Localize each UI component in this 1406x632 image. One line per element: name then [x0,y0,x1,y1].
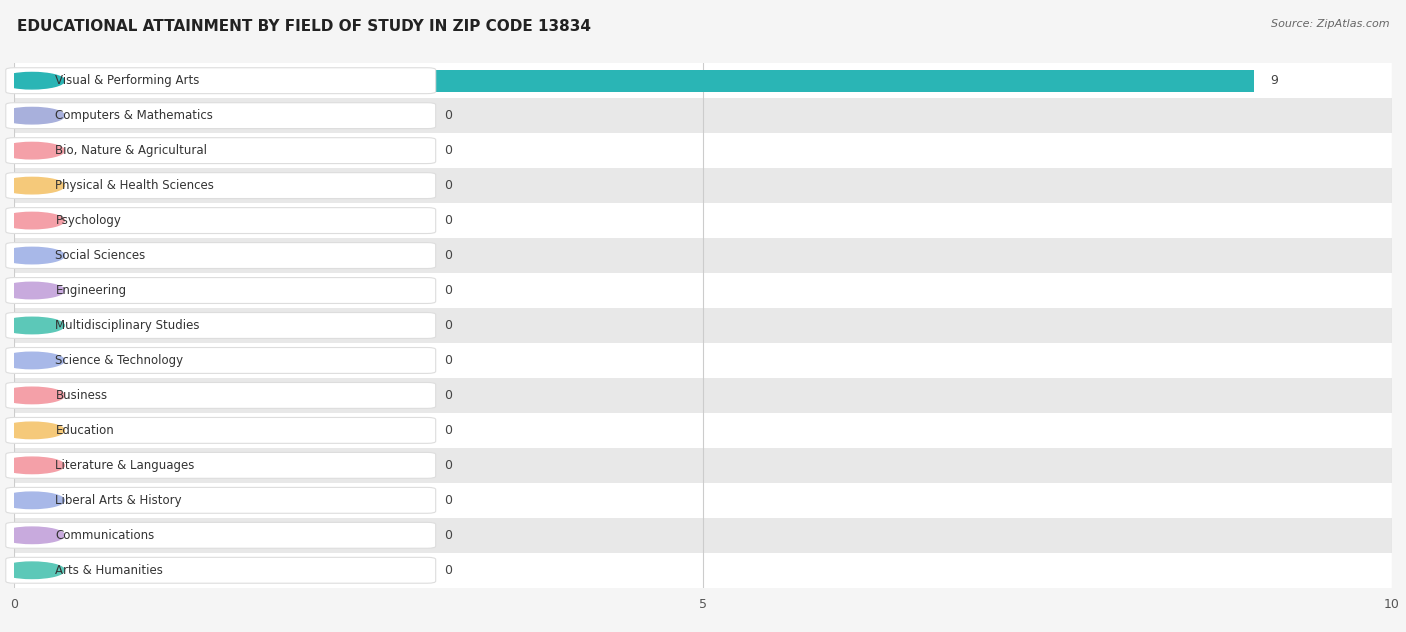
Bar [352,210,427,231]
FancyBboxPatch shape [6,313,436,338]
Circle shape [0,562,65,578]
Bar [352,175,427,197]
Bar [14,63,1392,98]
Text: 0: 0 [444,459,451,472]
Text: 0: 0 [444,249,451,262]
Text: 0: 0 [444,494,451,507]
FancyBboxPatch shape [6,103,436,128]
Bar [352,454,427,476]
Circle shape [0,317,65,334]
Text: Visual & Performing Arts: Visual & Performing Arts [55,74,200,87]
Bar [14,98,1392,133]
Circle shape [0,283,65,299]
Text: 0: 0 [444,529,451,542]
Text: EDUCATIONAL ATTAINMENT BY FIELD OF STUDY IN ZIP CODE 13834: EDUCATIONAL ATTAINMENT BY FIELD OF STUDY… [17,19,591,34]
FancyBboxPatch shape [6,523,436,548]
Bar [14,518,1392,553]
Text: 0: 0 [444,284,451,297]
Bar [352,245,427,266]
FancyBboxPatch shape [6,453,436,478]
Text: 9: 9 [1271,74,1278,87]
Bar [14,448,1392,483]
Circle shape [0,178,65,194]
Text: Science & Technology: Science & Technology [55,354,184,367]
Text: Engineering: Engineering [55,284,127,297]
FancyBboxPatch shape [6,487,436,513]
Text: 0: 0 [444,424,451,437]
Bar [352,140,427,161]
FancyBboxPatch shape [6,557,436,583]
Text: Liberal Arts & History: Liberal Arts & History [55,494,181,507]
Text: Physical & Health Sciences: Physical & Health Sciences [55,179,214,192]
Bar [352,420,427,441]
Text: Literature & Languages: Literature & Languages [55,459,195,472]
Bar [14,203,1392,238]
Text: Arts & Humanities: Arts & Humanities [55,564,163,577]
Bar [352,525,427,546]
Bar [14,343,1392,378]
Bar [14,308,1392,343]
Bar [14,273,1392,308]
Text: Communications: Communications [55,529,155,542]
Text: 0: 0 [444,564,451,577]
FancyBboxPatch shape [6,138,436,164]
Bar [352,280,427,301]
Text: 0: 0 [444,109,451,122]
Text: Source: ZipAtlas.com: Source: ZipAtlas.com [1271,19,1389,29]
Bar [14,238,1392,273]
FancyBboxPatch shape [6,243,436,269]
Text: 0: 0 [444,319,451,332]
Bar [14,70,1254,92]
Bar [352,105,427,126]
Text: 0: 0 [444,389,451,402]
Bar [14,483,1392,518]
Circle shape [0,457,65,473]
FancyBboxPatch shape [6,348,436,374]
Circle shape [0,387,65,404]
FancyBboxPatch shape [6,68,436,94]
Text: 0: 0 [444,144,451,157]
Text: 0: 0 [444,354,451,367]
Text: 0: 0 [444,214,451,227]
FancyBboxPatch shape [6,382,436,408]
FancyBboxPatch shape [6,208,436,233]
Text: Computers & Mathematics: Computers & Mathematics [55,109,214,122]
Text: Social Sciences: Social Sciences [55,249,146,262]
Circle shape [0,107,65,124]
Text: Bio, Nature & Agricultural: Bio, Nature & Agricultural [55,144,208,157]
Bar [352,490,427,511]
Circle shape [0,212,65,229]
Text: Business: Business [55,389,107,402]
Circle shape [0,247,65,264]
Text: Psychology: Psychology [55,214,121,227]
Circle shape [0,352,65,368]
Bar [14,553,1392,588]
Bar [352,349,427,371]
Circle shape [0,492,65,509]
FancyBboxPatch shape [6,173,436,198]
FancyBboxPatch shape [6,418,436,443]
Bar [14,378,1392,413]
Circle shape [0,422,65,439]
Bar [352,385,427,406]
Bar [14,168,1392,203]
Bar [352,559,427,581]
Text: 0: 0 [444,179,451,192]
Bar [14,133,1392,168]
Text: Education: Education [55,424,114,437]
Text: Multidisciplinary Studies: Multidisciplinary Studies [55,319,200,332]
Circle shape [0,527,65,544]
Bar [352,315,427,336]
Circle shape [0,73,65,89]
FancyBboxPatch shape [6,277,436,303]
Circle shape [0,142,65,159]
Bar [14,413,1392,448]
